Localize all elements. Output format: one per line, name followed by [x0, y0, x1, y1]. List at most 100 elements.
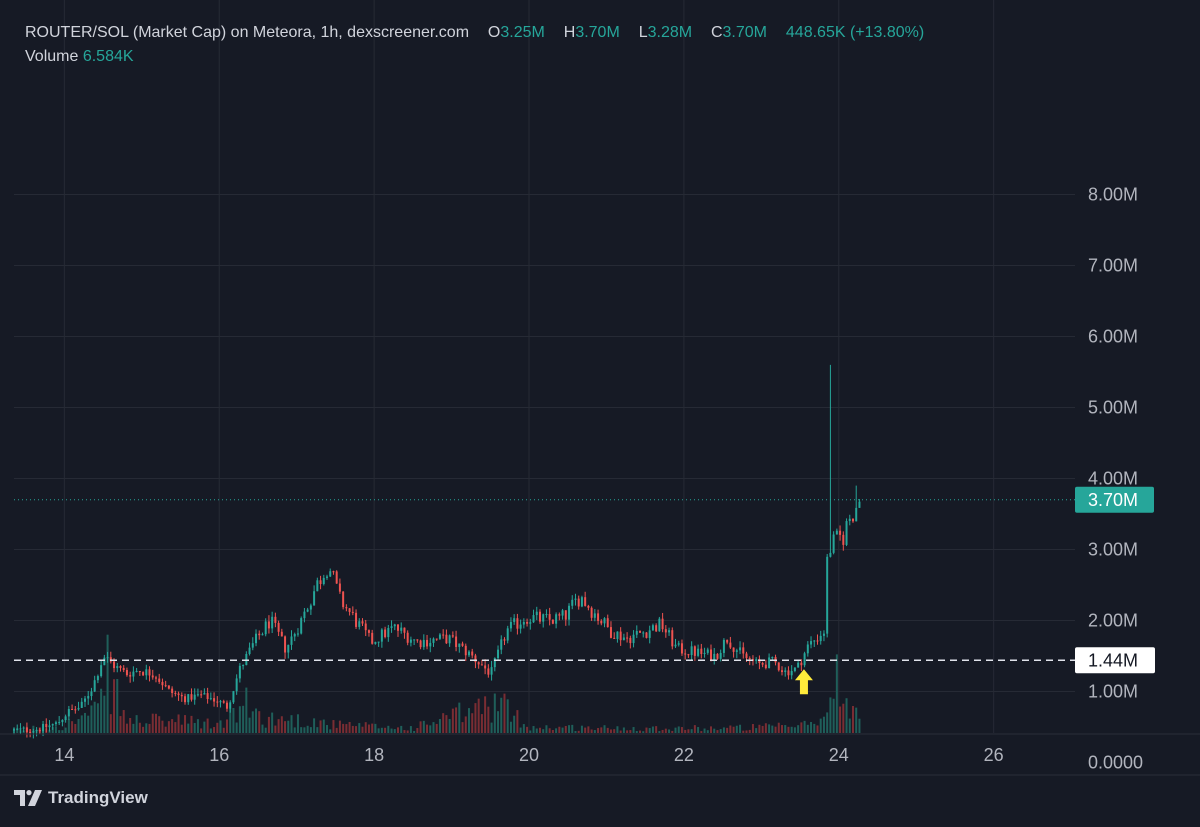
volume-bar — [367, 724, 370, 733]
volume-bar — [255, 708, 258, 733]
volume-bar — [409, 726, 412, 733]
candle-body — [584, 597, 587, 606]
volume-bar — [206, 718, 209, 733]
candle-body — [451, 635, 454, 637]
candle-body — [61, 720, 64, 723]
candle-body — [229, 702, 232, 709]
volume-bar — [51, 727, 54, 733]
candle-body — [574, 598, 577, 600]
volume-bar — [316, 727, 319, 733]
candle-body — [116, 666, 119, 669]
volume-bar — [106, 634, 109, 733]
candle-body — [535, 611, 538, 616]
volume-bar — [635, 731, 638, 733]
volume-label[interactable]: Volume — [25, 48, 79, 65]
candle-body — [219, 701, 222, 703]
volume-bar — [235, 722, 238, 733]
volume-bar — [835, 654, 838, 733]
candle-body — [835, 530, 838, 535]
volume-bar — [584, 727, 587, 733]
candle-body — [639, 631, 642, 633]
open-label: O — [487, 24, 501, 41]
candle-body — [32, 731, 35, 733]
volume-bar — [651, 726, 654, 733]
volume-bar — [429, 725, 432, 733]
candle-body — [406, 632, 409, 643]
candle-body — [261, 634, 264, 636]
candle-body — [819, 635, 822, 642]
y-tick-label: 7.00M — [1088, 256, 1138, 276]
candle-body — [345, 607, 348, 609]
candle-body — [174, 692, 177, 694]
volume-bar — [506, 699, 509, 733]
candle-body — [609, 627, 612, 638]
volume-bar — [145, 723, 148, 733]
candle-body — [513, 618, 516, 622]
candle-body — [416, 639, 419, 641]
candle-body — [548, 614, 551, 620]
candle-body — [22, 727, 25, 729]
volume-bar — [245, 687, 248, 733]
candle-body — [167, 685, 170, 689]
volume-bar — [632, 727, 635, 733]
legend-row-ohlc: ROUTER/SOL (Market Cap) on Meteora, 1h, … — [25, 24, 924, 42]
volume-bar — [700, 731, 703, 733]
volume-bar — [209, 728, 212, 733]
candle-body — [726, 639, 729, 643]
volume-bar — [109, 714, 112, 733]
symbol-title[interactable]: ROUTER/SOL (Market Cap) on Meteora, 1h, … — [25, 24, 470, 41]
candle-body — [309, 605, 312, 610]
candle-body — [387, 627, 390, 638]
arrow-up-icon — [794, 669, 813, 695]
candle-body — [687, 654, 690, 656]
volume-bar — [690, 729, 693, 733]
volume-bar — [93, 701, 96, 733]
volume-bar — [822, 716, 825, 733]
candle-body — [187, 694, 190, 703]
volume-bar — [216, 722, 219, 733]
volume-bar — [229, 708, 232, 733]
volume-bar — [448, 719, 451, 733]
candle-body — [358, 621, 361, 627]
candle-body — [671, 630, 674, 647]
volume-bar — [467, 708, 470, 733]
candle-body — [477, 662, 480, 665]
volume-bar — [716, 730, 719, 733]
volume-bar — [384, 727, 387, 733]
y-tick-label: 1.00M — [1088, 682, 1138, 702]
candle-body — [248, 647, 251, 654]
volume-bar — [487, 706, 490, 733]
candle-body — [645, 632, 648, 638]
candle-body — [448, 635, 451, 644]
candle-body — [390, 626, 393, 628]
x-tick-label: 18 — [364, 745, 384, 765]
candle-body — [87, 696, 90, 699]
volume-bar — [296, 714, 299, 733]
volume-bar — [451, 708, 454, 733]
candle-body — [96, 676, 99, 681]
low-label: L — [638, 24, 648, 41]
volume-bar — [129, 717, 132, 733]
volume-bar — [548, 728, 551, 733]
candle-body — [355, 612, 358, 627]
candle-body — [67, 709, 70, 717]
volume-bar — [680, 727, 683, 733]
candle-body — [180, 694, 183, 697]
x-tick-label: 16 — [209, 745, 229, 765]
volume-bar — [603, 725, 606, 733]
candle-body — [742, 647, 745, 654]
tradingview-logo[interactable]: TradingView — [14, 788, 148, 808]
candle-body — [455, 636, 458, 647]
volume-bar — [387, 725, 390, 733]
candle-body — [722, 639, 725, 653]
candle-body — [571, 599, 574, 606]
volume-bar — [816, 725, 819, 733]
candle-body — [232, 691, 235, 703]
volume-bar — [264, 727, 267, 733]
candle-body — [655, 625, 658, 632]
volume-bar — [54, 726, 57, 733]
volume-bar — [361, 726, 364, 733]
volume-bar — [380, 727, 383, 733]
